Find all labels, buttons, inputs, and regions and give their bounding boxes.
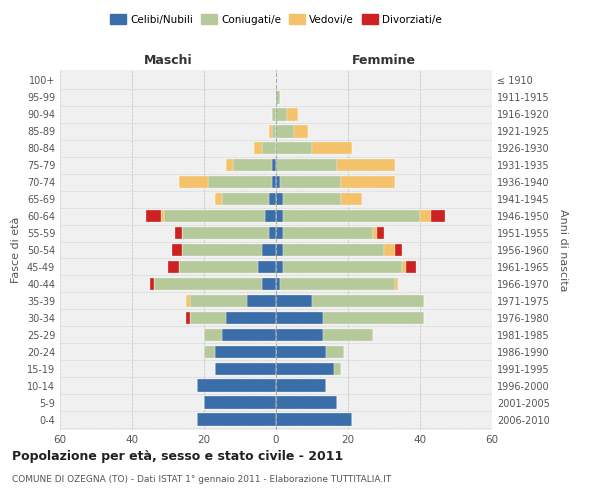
Bar [272,125,276,138]
Text: Popolazione per età, sesso e stato civile - 2011: Popolazione per età, sesso e stato civil… [12,450,343,463]
Bar [341,176,395,188]
Bar [172,244,182,256]
Bar [395,278,398,290]
Bar [204,328,222,342]
Bar [226,158,233,172]
Bar [272,176,276,188]
Bar [276,396,337,409]
Bar [373,226,377,239]
Bar [269,192,276,205]
Bar [146,210,161,222]
Bar [197,414,276,426]
Bar [283,210,420,222]
Bar [323,312,424,324]
Bar [272,158,276,172]
Bar [276,158,337,172]
Bar [154,278,262,290]
Bar [204,396,276,409]
Bar [276,142,312,154]
Bar [190,312,226,324]
Bar [395,244,402,256]
Bar [276,108,287,120]
Bar [334,362,341,375]
Bar [276,260,283,274]
Text: COMUNE DI OZEGNA (TO) - Dati ISTAT 1° gennaio 2011 - Elaborazione TUTTITALIA.IT: COMUNE DI OZEGNA (TO) - Dati ISTAT 1° ge… [12,475,391,484]
Bar [247,294,276,308]
Bar [204,346,215,358]
Bar [276,414,352,426]
Bar [215,362,276,375]
Bar [258,260,276,274]
Bar [276,278,280,290]
Bar [269,125,272,138]
Bar [283,226,373,239]
Bar [215,346,276,358]
Bar [323,328,373,342]
Bar [377,226,384,239]
Bar [287,108,298,120]
Bar [262,142,276,154]
Bar [283,192,341,205]
Bar [164,210,265,222]
Bar [226,312,276,324]
Bar [276,312,323,324]
Bar [406,260,416,274]
Bar [326,346,344,358]
Bar [283,260,402,274]
Y-axis label: Fasce di età: Fasce di età [11,217,21,283]
Text: Maschi: Maschi [143,54,193,66]
Bar [276,210,283,222]
Bar [337,158,395,172]
Bar [276,91,280,104]
Bar [179,260,258,274]
Bar [168,260,179,274]
Bar [276,380,326,392]
Bar [312,294,424,308]
Legend: Celibi/Nubili, Coniugati/e, Vedovi/e, Divorziati/e: Celibi/Nubili, Coniugati/e, Vedovi/e, Di… [106,10,446,29]
Bar [262,278,276,290]
Text: Femmine: Femmine [352,54,416,66]
Bar [150,278,154,290]
Bar [262,244,276,256]
Bar [431,210,445,222]
Y-axis label: Anni di nascita: Anni di nascita [558,209,568,291]
Bar [276,346,326,358]
Bar [190,294,247,308]
Bar [276,226,283,239]
Bar [175,226,182,239]
Bar [276,294,312,308]
Bar [186,312,190,324]
Bar [276,176,280,188]
Bar [265,210,276,222]
Bar [276,328,323,342]
Bar [161,210,164,222]
Bar [312,142,352,154]
Bar [186,294,190,308]
Bar [254,142,262,154]
Bar [222,328,276,342]
Bar [283,244,384,256]
Bar [182,244,262,256]
Bar [276,125,294,138]
Bar [280,278,395,290]
Bar [182,226,269,239]
Bar [384,244,395,256]
Bar [276,192,283,205]
Bar [269,226,276,239]
Bar [208,176,272,188]
Bar [272,108,276,120]
Bar [280,176,341,188]
Bar [233,158,272,172]
Bar [179,176,208,188]
Bar [197,380,276,392]
Bar [222,192,269,205]
Bar [402,260,406,274]
Bar [276,362,334,375]
Bar [341,192,362,205]
Bar [215,192,222,205]
Bar [420,210,431,222]
Bar [276,244,283,256]
Bar [294,125,308,138]
